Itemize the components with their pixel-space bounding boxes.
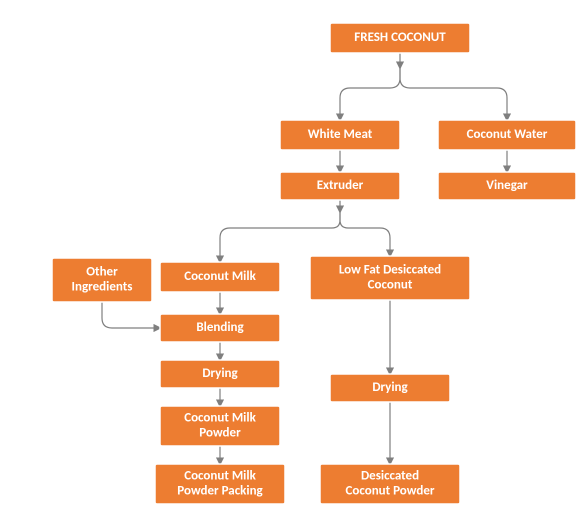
node-label-desic-line1: Coconut Powder	[345, 484, 434, 499]
node-label-other-line1: Ingredients	[72, 280, 133, 295]
node-label-other-line0: Other	[86, 265, 118, 280]
node-fresh: FRESH COCONUT	[330, 23, 470, 53]
node-other: OtherIngredients	[52, 258, 152, 302]
node-label-lowfat-line1: Coconut	[368, 278, 413, 293]
node-label-dry1: Drying	[202, 366, 238, 381]
node-label-lowfat-line0: Low Fat Desiccated	[339, 263, 441, 278]
node-label-cmp-line0: Coconut Milk	[184, 411, 256, 426]
node-lowfat: Low Fat DesiccatedCoconut	[310, 256, 470, 300]
node-cmp: Coconut MilkPowder	[160, 406, 280, 446]
node-label-vinegar: Vinegar	[486, 178, 528, 193]
node-label-fresh: FRESH COCONUT	[354, 30, 446, 45]
edge-split1-wmeat	[340, 68, 400, 120]
node-label-desic-line0: Desiccated	[361, 469, 419, 484]
edge-split2-cmilk	[220, 212, 340, 262]
node-dry1: Drying	[160, 360, 280, 388]
node-cmpp: Coconut MilkPowder Packing	[155, 464, 285, 504]
node-label-cwater: Coconut Water	[467, 127, 548, 142]
node-desic: DesiccatedCoconut Powder	[320, 464, 460, 504]
node-label-dry2: Drying	[372, 380, 408, 395]
node-label-cmp-line1: Powder	[199, 426, 241, 441]
node-extr: Extruder	[280, 172, 400, 200]
node-blend: Blending	[160, 314, 280, 342]
node-wmeat: White Meat	[280, 120, 400, 150]
node-label-extr: Extruder	[317, 178, 364, 193]
node-label-cmilk: Coconut Milk	[184, 269, 256, 284]
node-label-wmeat: White Meat	[308, 127, 373, 142]
edge-other-blend	[102, 302, 160, 328]
node-dry2: Drying	[330, 374, 450, 402]
node-label-cmpp-line0: Coconut Milk	[184, 469, 256, 484]
node-vinegar: Vinegar	[438, 172, 576, 200]
node-label-cmpp-line1: Powder Packing	[177, 484, 263, 499]
edge-split1-cwater	[400, 68, 507, 120]
node-cmilk: Coconut Milk	[160, 262, 280, 292]
edge-split2-lowfat	[340, 212, 390, 256]
node-cwater: Coconut Water	[438, 120, 576, 150]
flowchart-canvas: FRESH COCONUT White Meat Coconut Water Extr…	[0, 0, 577, 531]
node-label-blend: Blending	[196, 320, 244, 335]
